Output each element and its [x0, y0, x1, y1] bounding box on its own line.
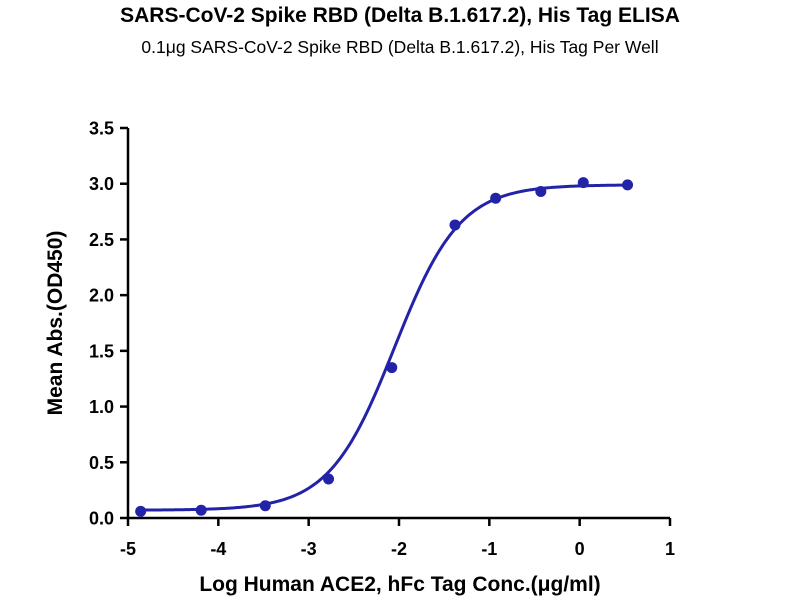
x-axis-title: Log Human ACE2, hFc Tag Conc.(μg/ml) [199, 573, 600, 596]
x-tick-label: -3 [301, 539, 317, 559]
x-axis-ticks: -5 -4 -3 -2 -1 0 1 [120, 518, 675, 559]
y-tick-label: 0.5 [89, 453, 114, 473]
x-tick-label: -2 [391, 539, 407, 559]
data-point [622, 179, 634, 191]
y-tick-label: 1.0 [89, 397, 114, 417]
data-point [577, 177, 589, 189]
chart-subtitle: 0.1μg SARS-CoV-2 Spike RBD (Delta B.1.61… [141, 37, 658, 57]
data-point [135, 505, 147, 517]
y-axis-ticks: 0.0 0.5 1.0 1.5 2.0 2.5 3.0 3.5 [89, 119, 128, 529]
data-point [259, 500, 271, 512]
x-tick-label: -1 [481, 539, 497, 559]
y-tick-label: 2.5 [89, 230, 114, 250]
data-point [386, 362, 398, 374]
x-tick-label: 0 [575, 539, 585, 559]
data-point [535, 186, 547, 198]
y-axis-title: Mean Abs.(OD450) [44, 231, 67, 416]
x-tick-label: -5 [120, 539, 136, 559]
fit-curve [140, 183, 628, 512]
data-point [449, 219, 461, 231]
x-tick-label: -4 [210, 539, 226, 559]
data-point [195, 504, 207, 516]
y-tick-label: 2.0 [89, 286, 114, 306]
y-tick-label: 1.5 [89, 341, 114, 361]
y-tick-label: 0.0 [89, 509, 114, 529]
data-point [490, 192, 502, 204]
data-point [323, 473, 335, 485]
plot-area [135, 177, 634, 517]
y-tick-label: 3.0 [89, 174, 114, 194]
x-tick-label: 1 [665, 539, 675, 559]
y-tick-label: 3.5 [89, 119, 114, 139]
chart-title: SARS-CoV-2 Spike RBD (Delta B.1.617.2), … [120, 4, 680, 27]
